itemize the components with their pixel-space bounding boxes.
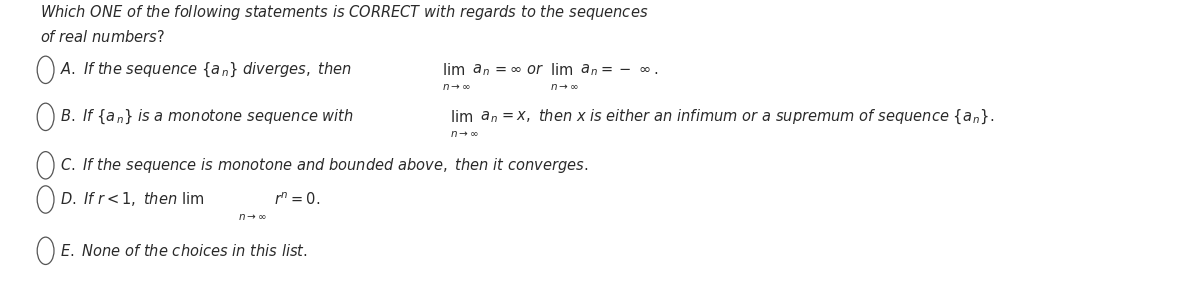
- Text: $\lim$: $\lim$: [550, 62, 572, 78]
- Text: $\mathit{then}\ x\ \mathit{is\ either\ an\ infimum\ or\ a\ supremum\ of\ sequenc: $\mathit{then}\ x\ \mathit{is\ either\ a…: [538, 108, 994, 126]
- Text: $\mathit{B.\ If}\ \left\{a_{\,n}\right\}\ \mathit{is\ a\ monotone\ sequence\ wit: $\mathit{B.\ If}\ \left\{a_{\,n}\right\}…: [60, 108, 354, 126]
- Text: $n \to \infty$: $n \to \infty$: [450, 129, 479, 139]
- Text: $\lim$: $\lim$: [450, 109, 473, 125]
- Text: $\lim$: $\lim$: [442, 62, 464, 78]
- Text: $a_{\,n}$: $a_{\,n}$: [580, 62, 598, 78]
- Text: $a_{\,n}$: $a_{\,n}$: [472, 62, 490, 78]
- Text: $=x,$: $=x,$: [499, 109, 532, 124]
- Text: $\mathit{A.\ If\ the\ sequence}\ \left\{a_{\,n}\right\}\ \mathit{diverges,\ then: $\mathit{A.\ If\ the\ sequence}\ \left\{…: [60, 61, 352, 79]
- Text: $\mathit{E.\ None\ of\ the\ choices\ in\ this\ list.}$: $\mathit{E.\ None\ of\ the\ choices\ in\…: [60, 243, 308, 259]
- Text: $a_{\,n}$: $a_{\,n}$: [480, 109, 498, 125]
- Text: $n \to \infty$: $n \to \infty$: [238, 212, 266, 222]
- Text: $= -\ \infty\,.$: $= -\ \infty\,.$: [598, 62, 658, 77]
- Text: $r^n = 0.$: $r^n = 0.$: [274, 191, 320, 208]
- Text: $\mathit{Which\ ONE\ of\ the\ following\ statements\ is\ CORRECT\ with\ regards\: $\mathit{Which\ ONE\ of\ the\ following\…: [40, 3, 648, 22]
- Text: $n \to \infty$: $n \to \infty$: [442, 82, 470, 92]
- Text: $= \infty\ \mathit{or}$: $= \infty\ \mathit{or}$: [492, 62, 545, 77]
- Text: $\mathit{C.\ If\ the\ sequence\ is\ monotone\ and\ bounded\ above,\ then\ it\ co: $\mathit{C.\ If\ the\ sequence\ is\ mono…: [60, 156, 588, 175]
- Text: $n \to \infty$: $n \to \infty$: [550, 82, 578, 92]
- Text: $\mathit{of\ real\ numbers?}$: $\mathit{of\ real\ numbers?}$: [40, 29, 164, 45]
- Text: $\mathit{D.\ If}\ r<1,\ \mathit{then}\ \lim$: $\mathit{D.\ If}\ r<1,\ \mathit{then}\ \…: [60, 190, 204, 209]
